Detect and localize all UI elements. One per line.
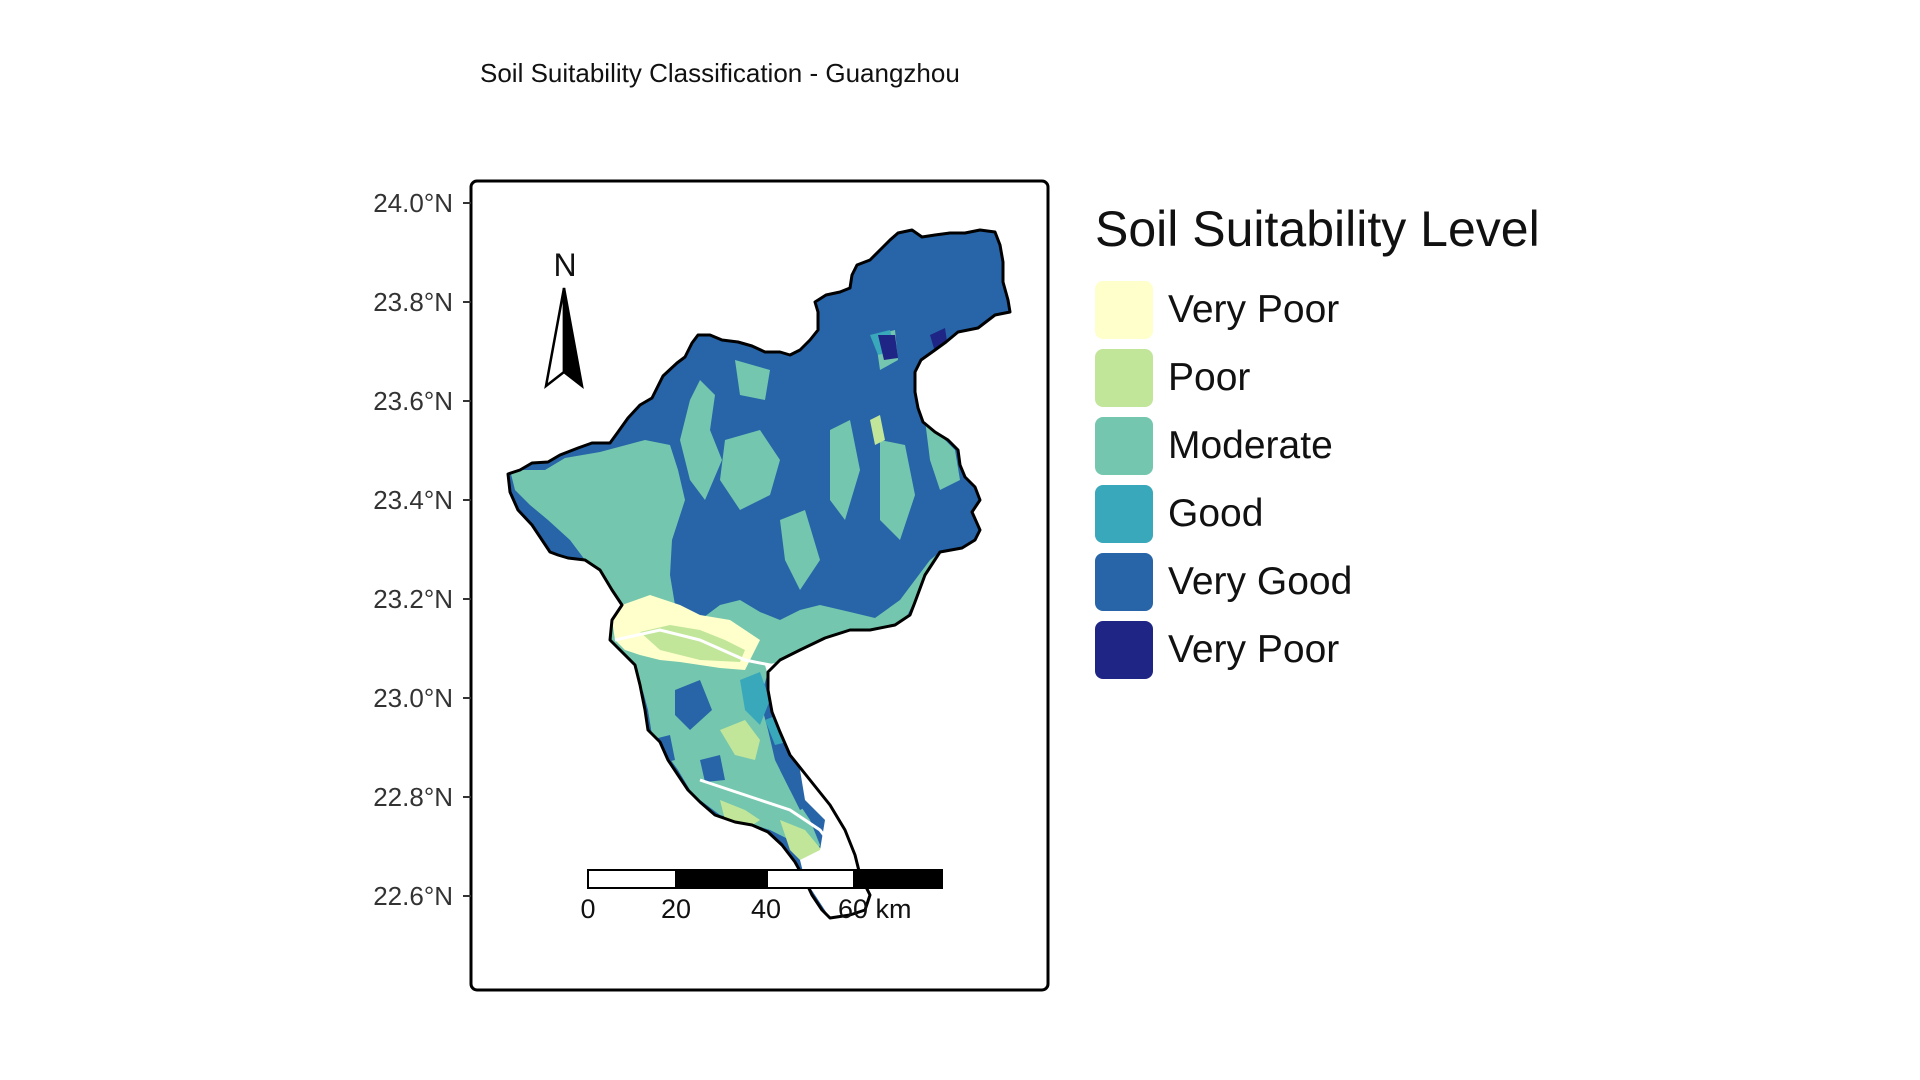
legend-swatch — [1095, 281, 1153, 339]
y-tick-label: 23.8°N — [373, 287, 453, 317]
poor-zone — [720, 720, 760, 760]
map-title: Soil Suitability Classification - Guangz… — [480, 58, 960, 88]
very-good-zone — [700, 755, 725, 782]
region-outline — [506, 228, 1012, 920]
legend-item: Moderate — [1095, 412, 1540, 480]
poor-zone — [640, 625, 745, 662]
legend-item: Good — [1095, 480, 1540, 548]
legend-item: Very Poor — [1095, 616, 1540, 684]
scale-bar-label: 0 — [580, 894, 595, 924]
legend-swatch — [1095, 349, 1153, 407]
very-poor-dark-zone — [878, 335, 898, 360]
scale-bar-segment — [853, 869, 943, 889]
north-arrow-right-half — [562, 287, 584, 390]
north-arrow: N — [544, 247, 584, 390]
moderate-zone — [720, 430, 780, 510]
y-tick-label: 23.4°N — [373, 485, 453, 515]
very-good-zone — [675, 680, 712, 730]
scale-bar: 0 20 40 60 km — [580, 869, 943, 924]
y-tick-label: 23.6°N — [373, 386, 453, 416]
scale-bar-segment — [675, 869, 768, 889]
legend-item: Very Poor — [1095, 276, 1540, 344]
legend-swatch — [1095, 417, 1153, 475]
legend-item: Very Good — [1095, 548, 1540, 616]
north-arrow-label: N — [553, 247, 576, 283]
good-zone — [740, 672, 770, 725]
moderate-zone — [735, 360, 770, 400]
poor-zone — [870, 415, 885, 445]
legend-item: Poor — [1095, 344, 1540, 412]
scale-bar-segment — [587, 869, 677, 889]
legend-swatch — [1095, 553, 1153, 611]
y-tick-label: 22.8°N — [373, 782, 453, 812]
legend-swatch — [1095, 621, 1153, 679]
moderate-zone — [780, 510, 820, 590]
legend-label: Very Poor — [1168, 288, 1340, 331]
y-tick-label: 23.2°N — [373, 584, 453, 614]
scale-bar-label: 60 km — [838, 894, 912, 924]
legend-label: Very Good — [1168, 560, 1353, 603]
moderate-zone — [510, 440, 685, 650]
moderate-zone — [880, 440, 915, 540]
moderate-zone — [600, 540, 975, 712]
legend: Soil Suitability Level Very Poor Poor Mo… — [1095, 200, 1540, 684]
moderate-zone — [925, 420, 960, 490]
moderate-zone — [640, 680, 820, 865]
moderate-zone — [830, 420, 860, 520]
scale-bar-label: 40 — [751, 894, 781, 924]
scale-bar-label: 20 — [661, 894, 691, 924]
legend-label: Very Poor — [1168, 628, 1340, 671]
y-tick-label: 23.0°N — [373, 683, 453, 713]
legend-label: Poor — [1168, 356, 1251, 399]
legend-title: Soil Suitability Level — [1095, 201, 1540, 257]
moderate-zone — [680, 380, 722, 500]
legend-label: Moderate — [1168, 424, 1333, 467]
legend-label: Good — [1168, 492, 1264, 535]
legend-swatch — [1095, 485, 1153, 543]
y-axis: 24.0°N 23.8°N 23.6°N 23.4°N 23.2°N 23.0°… — [373, 188, 471, 911]
scale-bar-segment — [766, 869, 855, 889]
y-tick-label: 24.0°N — [373, 188, 453, 218]
y-tick-label: 22.6°N — [373, 881, 453, 911]
